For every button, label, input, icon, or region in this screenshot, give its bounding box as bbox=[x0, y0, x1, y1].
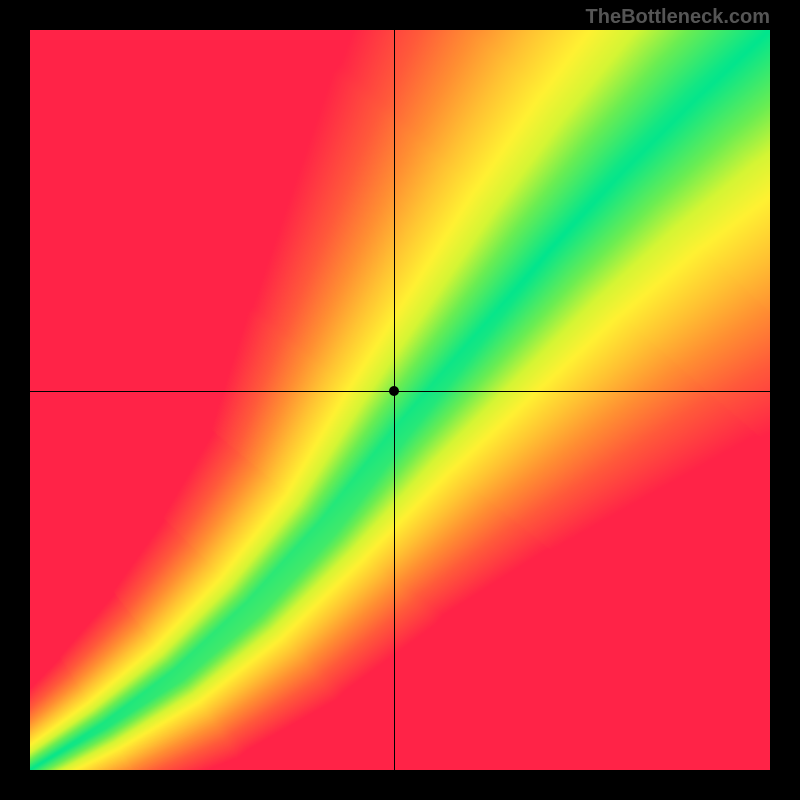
marker-dot bbox=[389, 386, 399, 396]
crosshair-horizontal bbox=[30, 391, 770, 392]
heatmap-plot bbox=[30, 30, 770, 770]
crosshair-vertical bbox=[394, 30, 395, 770]
heatmap-canvas bbox=[30, 30, 770, 770]
watermark-text: TheBottleneck.com bbox=[586, 6, 770, 29]
